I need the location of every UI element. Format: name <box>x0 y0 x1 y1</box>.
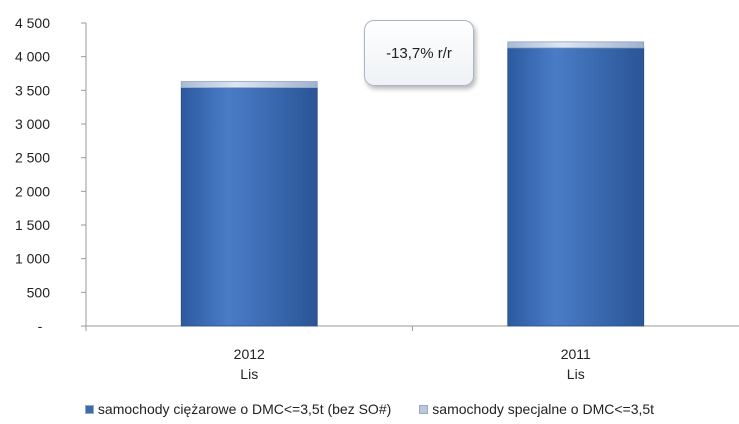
y-tick-label: 3 500 <box>15 82 50 98</box>
y-tick-label: 1 500 <box>15 217 50 233</box>
legend: samochody ciężarowe o DMC<=3,5t (bez SO#… <box>0 399 739 419</box>
y-tick-label: 500 <box>27 284 51 300</box>
bar-segment-trucks <box>507 47 645 327</box>
legend-item-trucks: samochody ciężarowe o DMC<=3,5t (bez SO#… <box>84 399 392 419</box>
bar-segment-trucks <box>180 87 318 327</box>
x-label-year: 2012 <box>234 346 265 362</box>
y-tick-label: 2 000 <box>15 183 50 199</box>
y-tick-label: 4 000 <box>15 49 50 65</box>
legend-label-trucks: samochody ciężarowe o DMC<=3,5t (bez SO#… <box>97 401 392 417</box>
x-label-month: Lis <box>240 366 258 382</box>
y-tick-label: 4 500 <box>15 15 50 31</box>
axis-layer: - 500 1 000 1 500 2 000 2 500 3 000 3 500 4 000 4… <box>15 15 739 334</box>
legend-label-special: samochody specjalne o DMC<=3,5t <box>432 401 655 417</box>
y-tick-label: - <box>38 318 43 334</box>
x-labels-layer: 2012 Lis 2011 Lis <box>234 346 591 382</box>
x-label-year: 2011 <box>561 346 591 362</box>
change-annotation-text: -13,7% r/r <box>386 44 452 62</box>
bar-segment-special <box>507 41 645 49</box>
legend-swatch-special <box>419 404 429 414</box>
x-label-month: Lis <box>567 366 585 382</box>
legend-item-special: samochody specjalne o DMC<=3,5t <box>419 399 654 419</box>
change-annotation: -13,7% r/r <box>364 20 474 86</box>
bars-layer <box>180 41 645 327</box>
y-tick-label: 2 500 <box>15 150 50 166</box>
legend-swatch-trucks <box>84 404 94 414</box>
bar-segment-special <box>180 81 318 89</box>
y-tick-label: 3 000 <box>15 116 50 132</box>
y-tick-label: 1 000 <box>15 251 50 267</box>
